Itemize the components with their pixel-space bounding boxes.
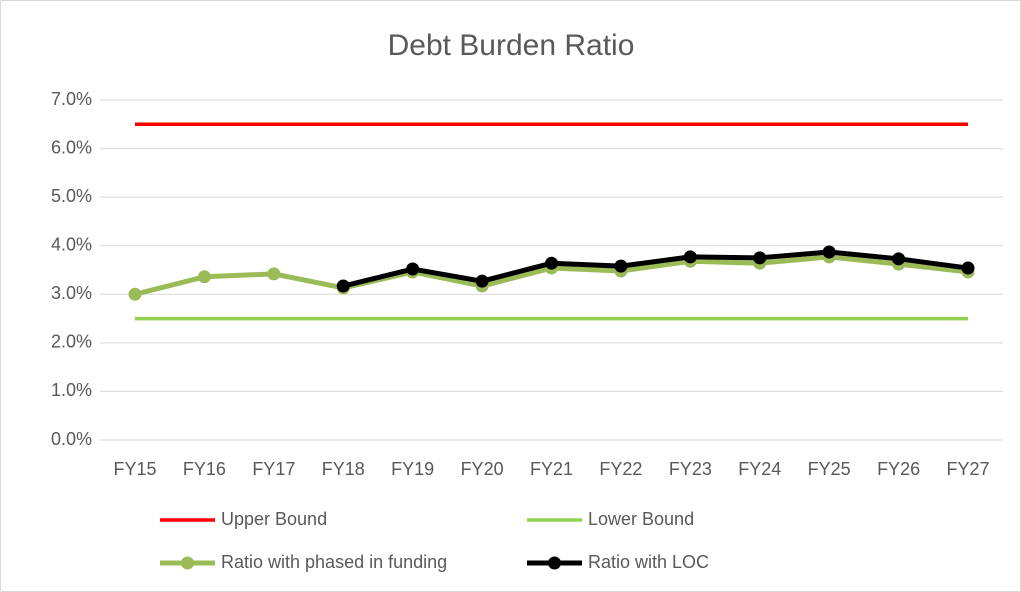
y-tick-label: 2.0% [51, 332, 92, 352]
chart-title: Debt Burden Ratio [388, 29, 635, 62]
x-tick-label: FY25 [808, 459, 851, 479]
legend-label: Upper Bound [221, 509, 327, 529]
y-tick-label: 5.0% [51, 186, 92, 206]
point [475, 274, 489, 288]
legend-label: Lower Bound [588, 509, 694, 529]
legend-label: Ratio with phased in funding [221, 552, 447, 572]
x-tick-label: FY26 [877, 459, 920, 479]
point [128, 287, 142, 301]
point [545, 256, 558, 270]
x-tick-label: FY23 [669, 459, 712, 479]
x-tick-label: FY16 [183, 459, 226, 479]
x-tick-label: FY22 [599, 459, 642, 479]
series-line [342, 249, 969, 289]
point [197, 270, 211, 284]
y-tick-label: 7.0% [51, 89, 92, 109]
legend-label: Ratio with LOC [588, 552, 709, 572]
y-tick-label: 6.0% [51, 137, 92, 157]
y-tick-label: 0.0% [51, 429, 92, 449]
point [683, 250, 697, 264]
x-tick-label: FY21 [530, 459, 573, 479]
point [961, 261, 975, 275]
point [892, 252, 906, 266]
point [614, 259, 628, 273]
point [406, 262, 420, 276]
y-tick-label: 1.0% [51, 380, 92, 400]
y-tick-label: 4.0% [51, 234, 92, 254]
x-tick-label: FY27 [946, 459, 989, 479]
legend-marker [181, 556, 194, 570]
y-tick-label: 3.0% [51, 283, 92, 303]
point [753, 251, 767, 265]
point [822, 245, 836, 259]
legend-marker [548, 556, 561, 570]
x-tick-label: FY19 [391, 459, 434, 479]
point [267, 267, 281, 281]
x-tick-label: FY17 [252, 459, 295, 479]
x-tick-label: FY24 [738, 459, 781, 479]
x-tick-label: FY20 [461, 459, 504, 479]
x-tick-label: FY15 [113, 459, 156, 479]
point [336, 279, 350, 293]
x-tick-label: FY18 [322, 459, 365, 479]
